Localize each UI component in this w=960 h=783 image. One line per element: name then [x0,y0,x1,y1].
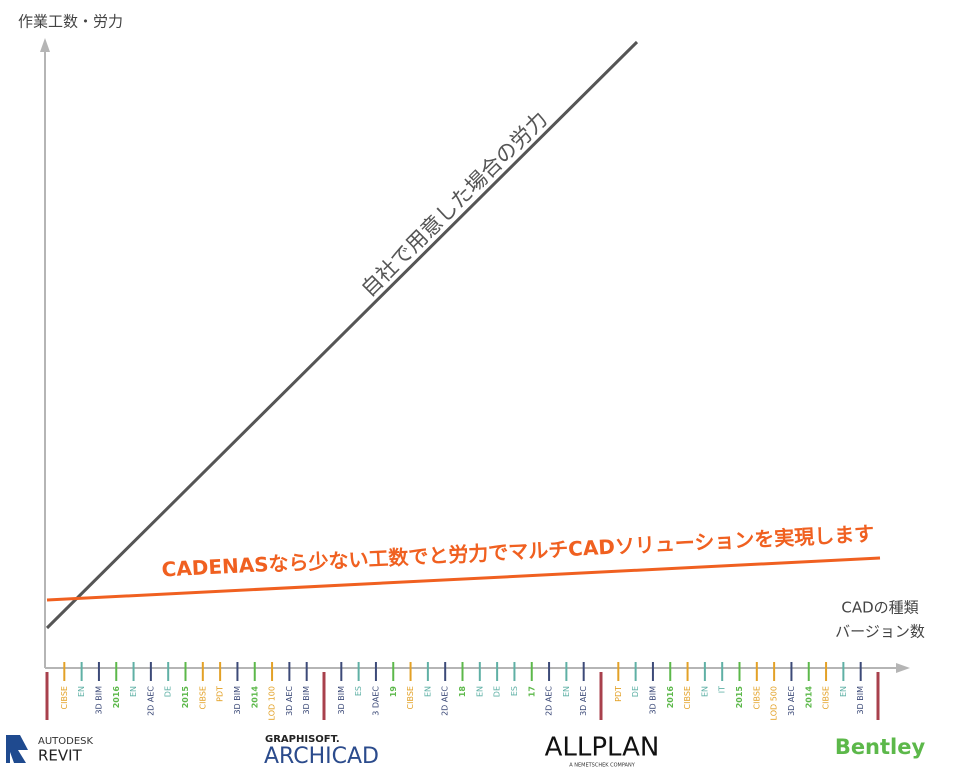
y-axis-label: 作業工数・労力 [18,13,123,31]
y-axis-arrow [40,38,50,52]
version-label: 3D BIM [337,686,346,715]
version-label: 17 [527,686,536,697]
version-label: 2D AEC [146,686,155,716]
logo-text: GRAPHISOFT. [265,734,340,745]
version-label: EN [839,686,848,697]
version-label: 2014 [250,686,259,709]
x-axis-label: バージョン数 [835,623,925,641]
version-label: EN [700,686,709,697]
logo-text: A NEMETSCHEK COMPANY [569,763,635,769]
version-label: LOD 100 [268,686,277,720]
version-label: DE [631,686,640,697]
version-label: 2015 [181,686,190,709]
version-label: EN [77,686,86,697]
x-axis-label: CADの種類 [841,599,918,617]
trend-line [45,40,639,630]
line-label: 自社で用意した場合の労力 [356,107,552,302]
revit-icon [6,735,28,763]
version-label: 18 [458,686,467,698]
version-label: CIBSE [822,686,831,709]
logo-revit: AUTODESK REVIT [6,735,94,765]
version-label: ES [510,686,519,696]
version-label: CIBSE [683,686,692,709]
version-label: PDT [614,686,623,702]
version-label: 3D AEC [787,686,796,716]
version-label: DE [493,686,502,697]
version-label: 3 DAEC [371,686,380,716]
version-label: EN [423,686,432,697]
version-label: CIBSE [752,686,761,709]
version-label: 2016 [112,686,121,709]
logo-text: AUTODESK [38,736,94,747]
version-label: 19 [389,686,398,698]
version-label: 3D BIM [856,686,865,715]
logo-archicad: GRAPHISOFT. ARCHICAD [264,734,379,769]
version-label: DE [164,686,173,697]
trend-line [46,556,881,602]
logo-text: ARCHICAD [264,744,379,769]
version-label: EN [129,686,138,697]
version-label: LOD 500 [770,686,779,720]
version-label: 3D BIM [233,686,242,715]
version-label: CIBSE [60,686,69,709]
version-label: 2016 [666,686,675,709]
version-label: 3D BIM [302,686,311,715]
version-label: EN [475,686,484,697]
logo-allplan: ALLPLAN A NEMETSCHEK COMPANY [545,733,660,769]
version-label: 2014 [804,686,813,709]
version-label: 2D AEC [545,686,554,716]
version-label: 3D BIM [94,686,103,715]
version-label: 2D AEC [441,686,450,716]
version-label: CIBSE [198,686,207,709]
logo-text: REVIT [38,747,83,765]
version-ticks: CIBSE EN 3D BIM 2016 EN 2D AEC DE 2015 CIBSE PDT 3… [45,662,880,720]
x-axis-arrow [896,663,910,673]
version-label: 3D AEC [579,686,588,716]
version-label: CIBSE [406,686,415,709]
line-label: CADENASなら少ない工数でと労力でマルチCADソリューションを実現します [161,521,875,581]
version-label: PDT [216,686,225,702]
logo-text: ALLPLAN [545,733,660,763]
logo-bentley: Bentley [835,735,926,759]
version-label: 3D AEC [285,686,294,716]
version-label: ES [354,686,363,696]
version-label: EN [562,686,571,697]
version-label: 2015 [735,686,744,709]
version-label: IT [718,686,727,693]
version-label: 3D BIM [648,686,657,715]
